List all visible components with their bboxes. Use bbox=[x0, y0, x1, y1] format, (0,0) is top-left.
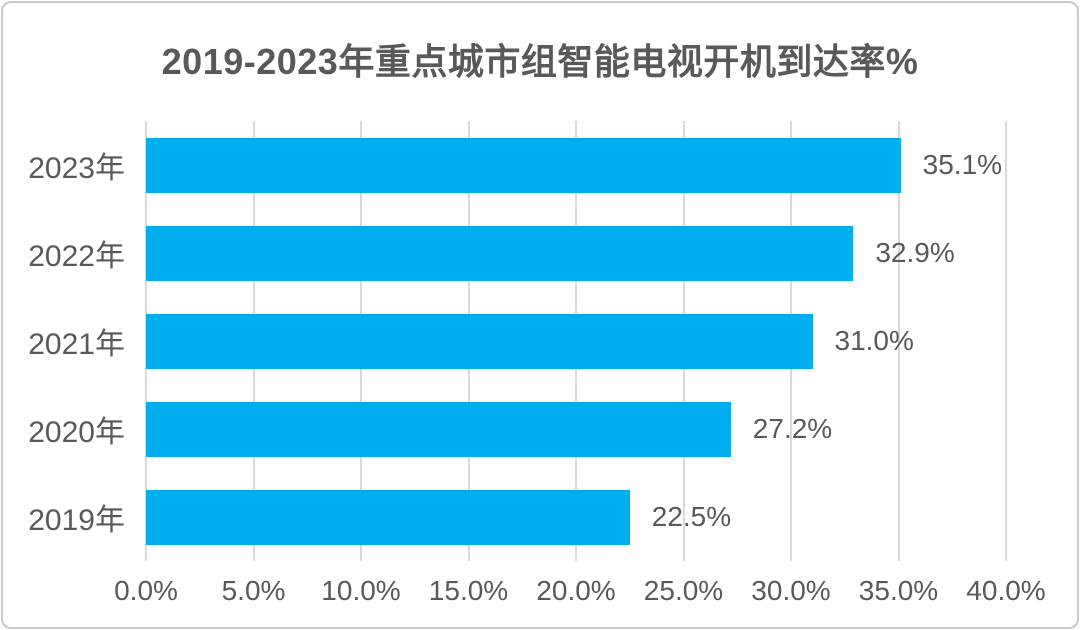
gridline bbox=[1005, 121, 1007, 561]
bar-row: 32.9% bbox=[146, 209, 1006, 297]
bar-value-label: 35.1% bbox=[922, 149, 1003, 180]
category-label: 2020年 bbox=[28, 416, 125, 449]
x-tick-label: 20.0% bbox=[536, 575, 616, 606]
category-label: 2022年 bbox=[28, 240, 125, 273]
bar bbox=[146, 401, 731, 457]
x-tick-label: 35.0% bbox=[858, 575, 939, 606]
bar bbox=[146, 225, 854, 281]
bar-value-label: 31.0% bbox=[834, 325, 914, 356]
chart-title: 2019-2023年重点城市组智能电视开机到达率% bbox=[161, 41, 919, 82]
category-label: 2023年 bbox=[28, 152, 125, 185]
bar-rows: 35.1% 32.9% 31.0% 27.2% 22.5% bbox=[146, 121, 1006, 561]
plot-area: 35.1% 32.9% 31.0% 27.2% 22.5% bbox=[145, 121, 1007, 561]
y-axis-category-labels: 2023年 2022年 2021年 2020年 2019年 bbox=[3, 121, 125, 561]
x-tick-label: 15.0% bbox=[428, 575, 509, 606]
x-tick-label: 0.0% bbox=[114, 575, 178, 606]
bar-row: 35.1% bbox=[146, 121, 1006, 209]
x-tick-label: 30.0% bbox=[751, 575, 831, 606]
x-tick-label: 10.0% bbox=[321, 575, 401, 606]
bar bbox=[146, 489, 630, 545]
x-tick-label: 25.0% bbox=[643, 575, 724, 606]
gridline bbox=[897, 121, 900, 561]
category-label: 2021年 bbox=[28, 328, 125, 361]
bar-value-label: 32.9% bbox=[875, 237, 955, 268]
x-tick-label: 5.0% bbox=[221, 575, 286, 606]
bar-row: 22.5% bbox=[146, 473, 1006, 561]
x-tick-label: 40.0% bbox=[966, 575, 1046, 606]
bar-value-label: 27.2% bbox=[752, 413, 833, 444]
category-label: 2019年 bbox=[28, 504, 125, 537]
bar-row: 27.2% bbox=[146, 385, 1006, 473]
x-axis-tick-labels: 0.0% 5.0% 10.0% 15.0% 20.0% 25.0% 30.0% 35.0% 40… bbox=[114, 575, 1046, 611]
bar bbox=[146, 137, 901, 193]
bar-value-label: 22.5% bbox=[651, 501, 732, 532]
bar-row: 31.0% bbox=[146, 297, 1006, 385]
bar bbox=[146, 313, 813, 369]
